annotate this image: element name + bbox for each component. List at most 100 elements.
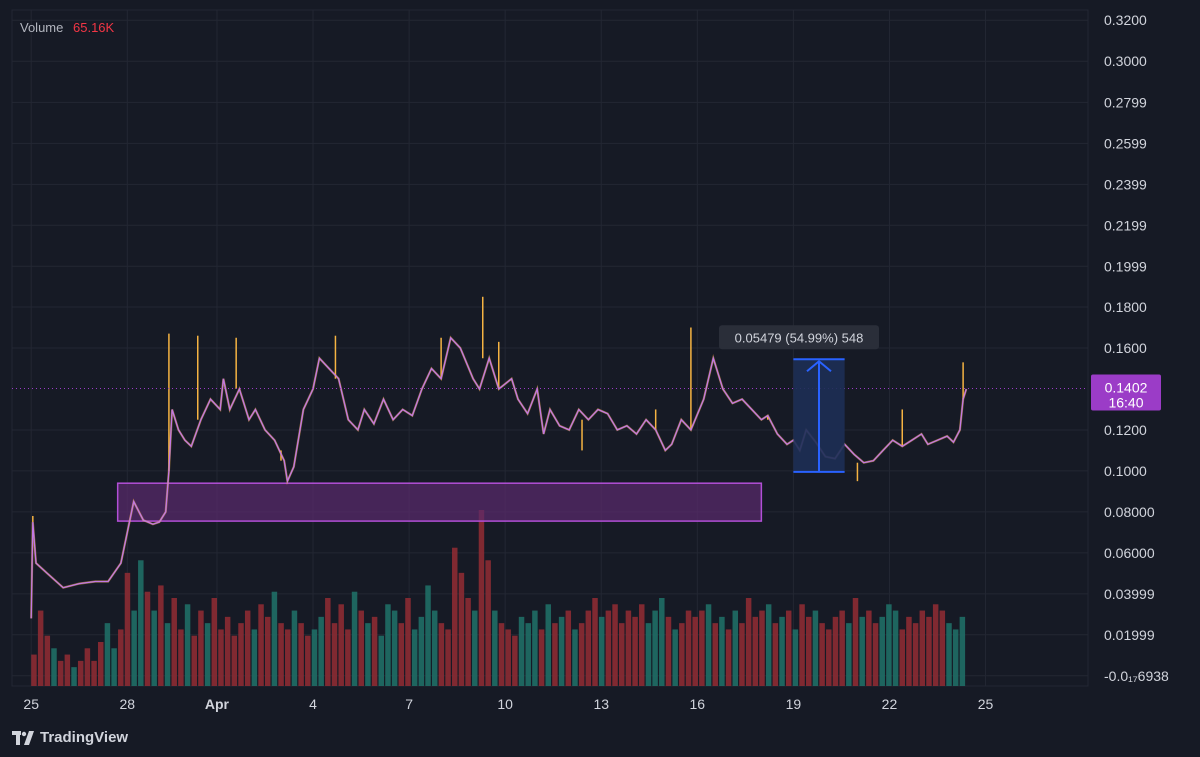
volume-bar [191,635,197,686]
volume-bar [672,629,678,686]
volume-bar [291,610,298,686]
volume-bar [218,629,224,686]
volume-bar [859,616,865,686]
volume-bar [57,660,64,686]
x-tick-label: 25 [978,696,994,712]
volume-bar [872,623,879,686]
support-zone-rectangle[interactable] [116,482,763,522]
volume-bar [752,616,759,686]
y-tick-label: 0.1999 [1104,258,1147,274]
x-tick-label: 10 [497,696,513,712]
volume-bar [538,629,545,686]
x-tick-label: 28 [119,696,135,712]
y-tick-label: 0.1800 [1104,299,1147,315]
volume-bar [572,629,578,686]
volume-bar [251,629,258,686]
volume-bar [158,585,164,686]
volume-bar [298,623,304,686]
volume-bar [84,648,91,686]
volume-bar [452,547,458,686]
arrow-up-icon [806,359,832,373]
volume-bar [472,610,478,686]
volume-bar [465,598,471,686]
volume-bar [37,610,44,686]
volume-bar [111,648,117,686]
volume-bar [605,610,612,686]
volume-bar [445,629,451,686]
volume-bar [592,598,598,686]
y-tick-label: -0.0₁₇6938 [1104,668,1169,684]
y-tick-label: 0.1200 [1104,422,1147,438]
volume-bar [98,642,104,686]
volume-bar [632,616,638,686]
volume-bar [285,629,291,686]
y-tick-label: 0.2199 [1104,217,1147,233]
volume-bar [311,629,318,686]
volume-bar [104,623,111,686]
measure-label-box [719,325,879,350]
y-tick-label: 0.2799 [1104,94,1147,110]
volume-bar [418,616,425,686]
x-tick-label: 19 [786,696,802,712]
volume-legend: Volume 65.16K [20,20,114,35]
volume-bar [959,616,966,686]
volume-bar [946,623,952,686]
volume-bar [939,610,946,686]
volume-bar [705,604,712,686]
volume-bar [679,623,685,686]
volume-bar [565,610,572,686]
current-price-badge [1091,374,1161,411]
y-tick-label: 0.1600 [1104,340,1147,356]
volume-bar [745,598,752,686]
y-tick-label: 0.2599 [1104,135,1147,151]
volume-bar [612,604,618,686]
volume-legend-value: 65.16K [73,20,115,35]
volume-bar [525,623,531,686]
volume-bar [258,604,264,686]
volume-bar [725,629,732,686]
volume-bar [819,623,825,686]
volume-bar [178,629,184,686]
volume-bar [478,510,485,686]
volume-bar [779,616,785,686]
volume-bar [785,610,792,686]
volume-bar [238,623,244,686]
y-tick-label: 0.01999 [1104,627,1155,643]
volume-bar [425,585,431,686]
y-tick-label: 0.3200 [1104,12,1147,28]
volume-bar [171,598,177,686]
brand-name: TradingView [40,729,129,746]
tradingview-brand[interactable]: TradingView [12,729,128,746]
volume-bar [886,604,892,686]
volume-bar [639,604,645,686]
volume-bar [438,623,445,686]
x-tick-label: 25 [23,696,39,712]
y-tick-label: 0.06000 [1104,545,1155,561]
volume-bar [385,604,391,686]
volume-bar [792,629,799,686]
volume-bar [806,616,812,686]
volume-bar [485,560,491,686]
volume-bar [411,629,418,686]
volume-bar [926,616,932,686]
volume-bar [365,623,371,686]
volume-bar [732,610,739,686]
volume-bar [244,610,251,686]
volume-bar [305,635,311,686]
volume-bar [77,660,84,686]
volume-bar [331,623,338,686]
volume-bar [739,623,745,686]
volume-bar [71,667,77,686]
volume-bar [224,616,231,686]
volume-bar [278,623,284,686]
volume-bar [31,654,37,686]
volume-bar [151,610,157,686]
volume-bar [198,610,204,686]
volume-bar [952,629,959,686]
x-tick-label: 4 [309,696,317,712]
volume-bar [338,604,344,686]
volume-bar [351,591,358,686]
volume-bar [44,635,51,686]
tradingview-logo-icon [12,730,34,745]
